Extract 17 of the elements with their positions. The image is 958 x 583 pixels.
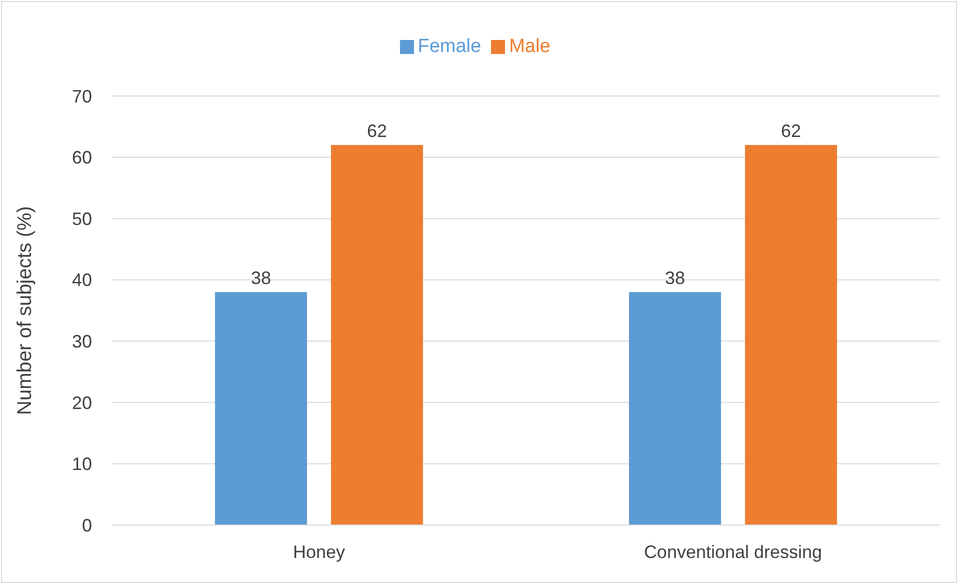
data-label: 62 xyxy=(780,121,802,142)
x-tick-label: Conventional dressing xyxy=(644,542,822,562)
y-tick-label: 10 xyxy=(72,454,92,474)
data-label: 62 xyxy=(366,121,388,142)
data-label: 38 xyxy=(250,268,272,288)
y-tick-label: 20 xyxy=(72,392,92,413)
y-tick-label: 40 xyxy=(72,270,92,290)
y-tick-label: 60 xyxy=(72,148,92,168)
data-label: 38 xyxy=(664,268,686,288)
y-tick-label: 0 xyxy=(82,515,92,536)
y-axis-title: Number of subjects (%) xyxy=(14,206,36,415)
legend-label: Female xyxy=(418,36,482,57)
y-tick-label: 30 xyxy=(72,332,92,352)
x-tick-label: Honey xyxy=(292,542,346,562)
y-tick-label: 50 xyxy=(72,208,92,229)
y-tick-label: 70 xyxy=(72,86,92,106)
legend-label: Male xyxy=(509,36,550,57)
